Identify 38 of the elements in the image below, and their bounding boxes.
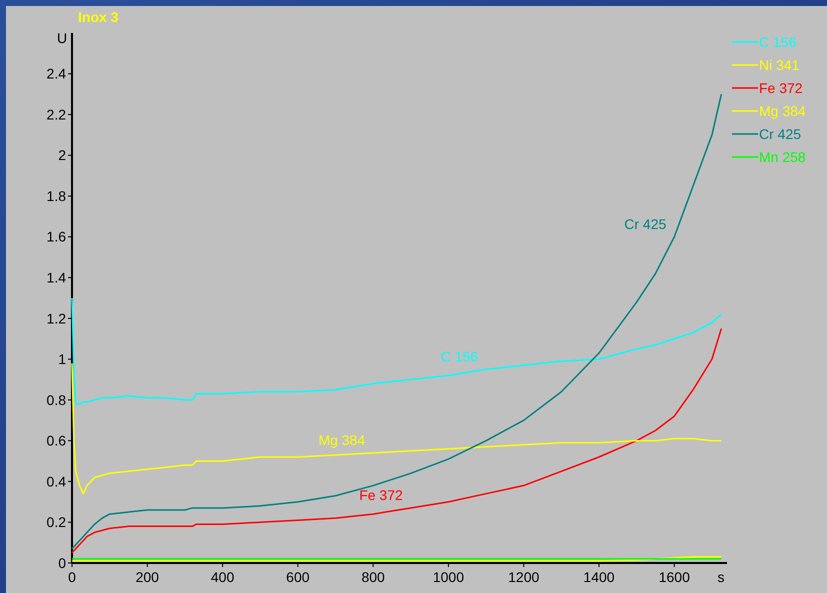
y-tick-label: 1.8 xyxy=(46,188,66,204)
y-tick-label: 1.6 xyxy=(46,228,66,245)
annotation: Mg 384 xyxy=(318,432,366,448)
line-series xyxy=(71,93,722,550)
y-tick-label: 1.4 xyxy=(46,270,66,286)
legend-label: Mg 384 xyxy=(759,102,806,119)
x-tick-label: 400 xyxy=(210,569,234,585)
y-axis-title: U xyxy=(56,30,68,46)
y-tick-label: 2.4 xyxy=(46,66,66,82)
x-tick-label: 1600 xyxy=(658,569,690,585)
annotation: C 156 xyxy=(440,348,478,364)
x-tick-label: 600 xyxy=(286,569,310,585)
x-tick-label: 1200 xyxy=(508,569,540,585)
y-tick-label: 2 xyxy=(58,147,66,164)
y-tick-label: 1.2 xyxy=(46,310,66,326)
y-tick-label: 2.2 xyxy=(46,106,66,122)
y-tick-label: 0.6 xyxy=(46,432,66,449)
legend-label: Ni 341 xyxy=(759,56,800,73)
y-tick-label: 1 xyxy=(58,351,66,368)
legend-label: Mn 258 xyxy=(759,148,806,165)
x-axis-title: s xyxy=(718,569,724,585)
legend-label: Cr 425 xyxy=(759,126,802,142)
line-series xyxy=(71,297,722,405)
x-tick-label: 800 xyxy=(361,569,386,585)
y-tick-label: 0.2 xyxy=(46,514,66,530)
y-tick-label: 0.8 xyxy=(46,392,66,408)
x-tick-label: 200 xyxy=(136,569,160,585)
legend-label: Fe 372 xyxy=(759,80,803,96)
y-tick-label: 0 xyxy=(58,554,66,571)
legend-label: C 156 xyxy=(759,34,797,50)
y-tick-label: 0.4 xyxy=(46,473,66,490)
x-tick-label: 1000 xyxy=(432,569,464,585)
x-tick-label: 1400 xyxy=(583,569,615,585)
annotation: Cr 425 xyxy=(624,216,666,232)
x-tick-label: 0 xyxy=(68,569,76,585)
line-series xyxy=(71,328,722,554)
chart-title: Inox 3 xyxy=(78,9,119,25)
annotation: Fe 372 xyxy=(359,486,403,503)
